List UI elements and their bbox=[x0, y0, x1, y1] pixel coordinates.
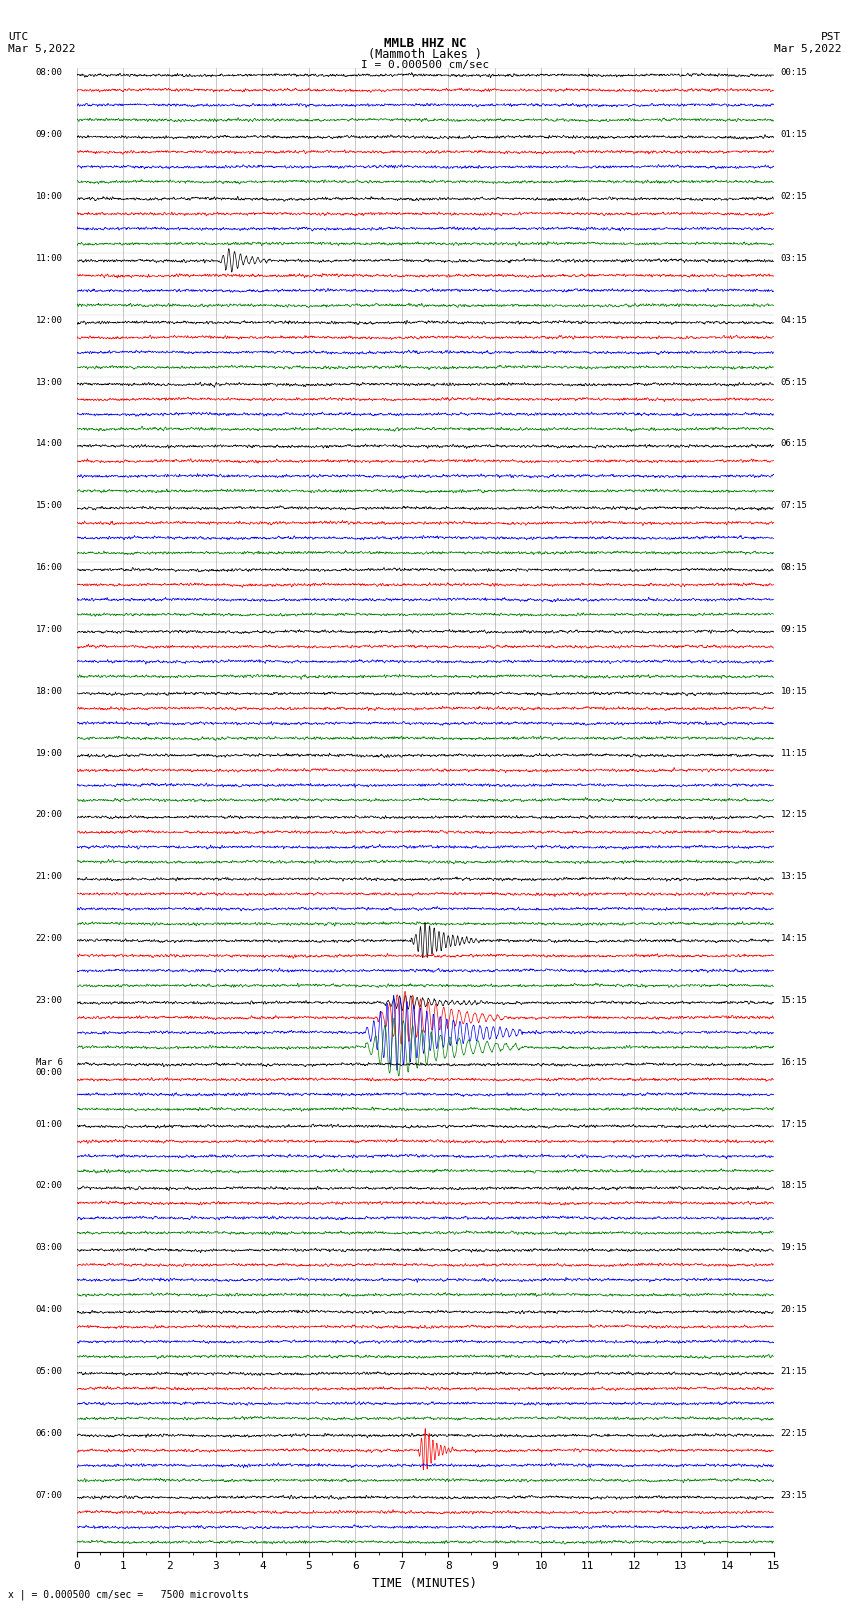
Text: PST: PST bbox=[821, 32, 842, 42]
Text: 12:00: 12:00 bbox=[36, 316, 63, 324]
Text: 18:15: 18:15 bbox=[780, 1181, 808, 1190]
Text: 23:00: 23:00 bbox=[36, 995, 63, 1005]
Text: 04:15: 04:15 bbox=[780, 316, 808, 324]
Text: 22:15: 22:15 bbox=[780, 1429, 808, 1437]
Text: 03:15: 03:15 bbox=[780, 253, 808, 263]
Text: 17:15: 17:15 bbox=[780, 1119, 808, 1129]
Text: 04:00: 04:00 bbox=[36, 1305, 63, 1315]
Text: 01:00: 01:00 bbox=[36, 1119, 63, 1129]
Text: x | = 0.000500 cm/sec =   7500 microvolts: x | = 0.000500 cm/sec = 7500 microvolts bbox=[8, 1589, 249, 1600]
Text: 13:00: 13:00 bbox=[36, 377, 63, 387]
Text: 02:15: 02:15 bbox=[780, 192, 808, 202]
Text: 21:15: 21:15 bbox=[780, 1366, 808, 1376]
Text: 14:00: 14:00 bbox=[36, 439, 63, 448]
Text: 10:00: 10:00 bbox=[36, 192, 63, 202]
Text: 15:00: 15:00 bbox=[36, 502, 63, 510]
Text: 19:00: 19:00 bbox=[36, 748, 63, 758]
Text: 23:15: 23:15 bbox=[780, 1490, 808, 1500]
Text: (Mammoth Lakes ): (Mammoth Lakes ) bbox=[368, 48, 482, 61]
Text: 16:00: 16:00 bbox=[36, 563, 63, 573]
Text: 03:00: 03:00 bbox=[36, 1244, 63, 1252]
Text: 16:15: 16:15 bbox=[780, 1058, 808, 1066]
Text: 06:00: 06:00 bbox=[36, 1429, 63, 1437]
Text: 02:00: 02:00 bbox=[36, 1181, 63, 1190]
Text: 08:00: 08:00 bbox=[36, 68, 63, 77]
Text: 11:00: 11:00 bbox=[36, 253, 63, 263]
Text: 15:15: 15:15 bbox=[780, 995, 808, 1005]
Text: 05:00: 05:00 bbox=[36, 1366, 63, 1376]
Text: 09:00: 09:00 bbox=[36, 131, 63, 139]
Text: 19:15: 19:15 bbox=[780, 1244, 808, 1252]
Text: 11:15: 11:15 bbox=[780, 748, 808, 758]
Text: 08:15: 08:15 bbox=[780, 563, 808, 573]
Text: 01:15: 01:15 bbox=[780, 131, 808, 139]
Text: Mar 5,2022: Mar 5,2022 bbox=[774, 44, 842, 53]
Text: 17:00: 17:00 bbox=[36, 624, 63, 634]
Text: 00:15: 00:15 bbox=[780, 68, 808, 77]
Text: UTC: UTC bbox=[8, 32, 29, 42]
Text: 21:00: 21:00 bbox=[36, 873, 63, 881]
Text: Mar 5,2022: Mar 5,2022 bbox=[8, 44, 76, 53]
Text: 20:15: 20:15 bbox=[780, 1305, 808, 1315]
Text: MMLB HHZ NC: MMLB HHZ NC bbox=[383, 37, 467, 50]
Text: 09:15: 09:15 bbox=[780, 624, 808, 634]
Text: I = 0.000500 cm/sec: I = 0.000500 cm/sec bbox=[361, 60, 489, 69]
Text: 13:15: 13:15 bbox=[780, 873, 808, 881]
Text: 20:00: 20:00 bbox=[36, 810, 63, 819]
Text: 14:15: 14:15 bbox=[780, 934, 808, 944]
Text: 18:00: 18:00 bbox=[36, 687, 63, 695]
Text: Mar 6
00:00: Mar 6 00:00 bbox=[36, 1058, 63, 1077]
Text: 07:15: 07:15 bbox=[780, 502, 808, 510]
X-axis label: TIME (MINUTES): TIME (MINUTES) bbox=[372, 1578, 478, 1590]
Text: 07:00: 07:00 bbox=[36, 1490, 63, 1500]
Text: 05:15: 05:15 bbox=[780, 377, 808, 387]
Text: 22:00: 22:00 bbox=[36, 934, 63, 944]
Text: 06:15: 06:15 bbox=[780, 439, 808, 448]
Text: 12:15: 12:15 bbox=[780, 810, 808, 819]
Text: 10:15: 10:15 bbox=[780, 687, 808, 695]
